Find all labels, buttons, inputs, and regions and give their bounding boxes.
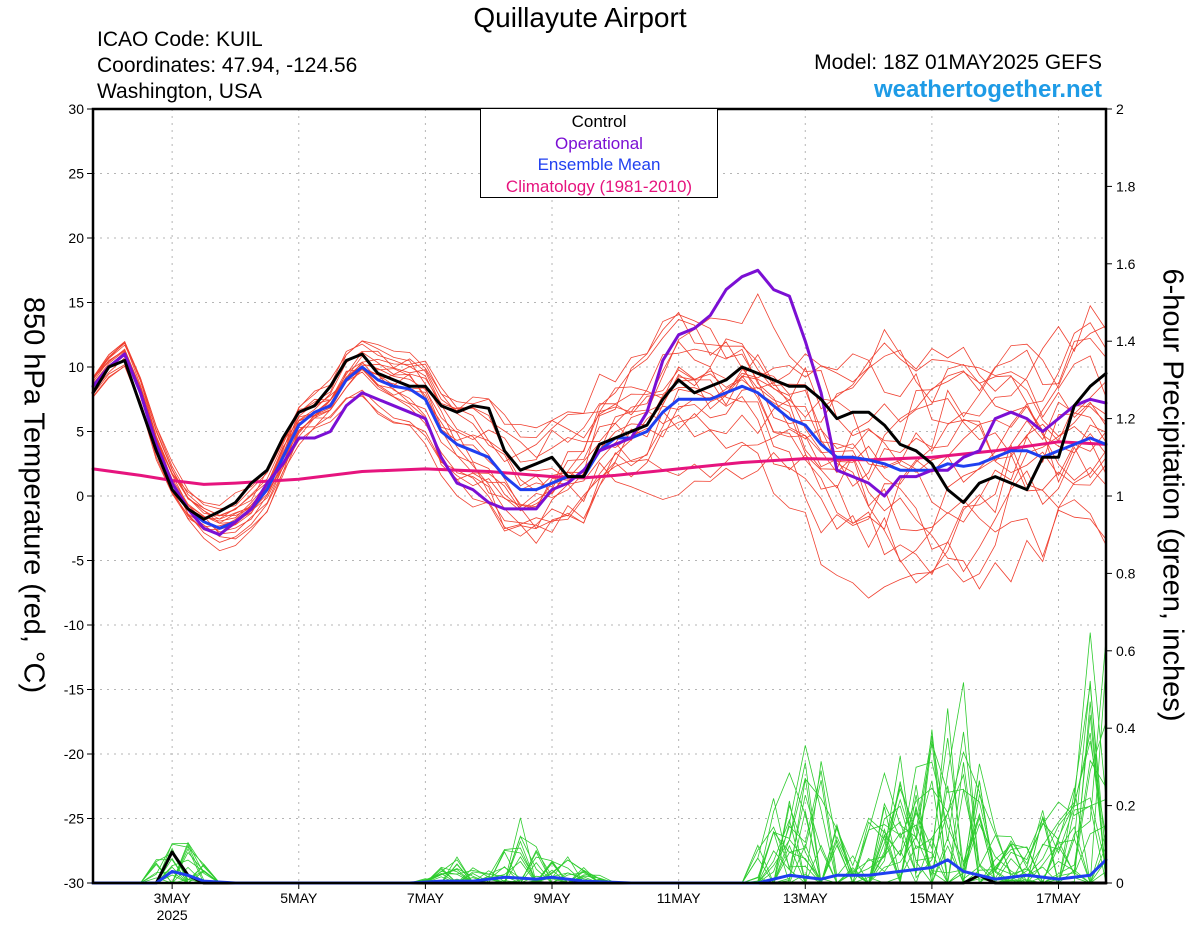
x-tick-label: 17MAY [1036,890,1082,906]
chart-legend: Control Operational Ensemble Mean Climat… [480,108,718,198]
x-tick-label: 9MAY [533,890,571,906]
y-tick-label-right: 2 [1116,101,1124,117]
icao-code-text: ICAO Code: KUIL [97,28,263,51]
temperature-member-line [92,338,1107,532]
y-tick-label-right: 1.2 [1116,411,1136,427]
legend-entry-operational: Operational [555,133,643,153]
y-tick-label-right: 1.8 [1116,178,1136,194]
y-tick-label-left: 10 [68,359,84,375]
y-tick-label-right: 1.4 [1116,333,1136,349]
y-tick-label-left: -20 [64,746,84,762]
model-run-text: Model: 18Z 01MAY2025 GEFS [814,51,1102,74]
region-text: Washington, USA [97,80,262,103]
coordinates-text: Coordinates: 47.94, -124.56 [97,54,358,77]
y-tick-label-right: 0.8 [1116,565,1136,581]
temperature-member-line [92,304,1107,510]
temperature-series-control [91,352,1108,521]
y-tick-label-left: 0 [76,488,84,504]
x-tick-year-label: 2025 [157,907,188,923]
temperature-member-line [92,328,1107,516]
y-tick-label-right: 0.2 [1116,798,1136,814]
y-tick-label-left: -5 [72,553,85,569]
x-tick-label: 11MAY [657,890,701,906]
y-tick-label-left: -25 [64,811,84,827]
x-tick-label: 5MAY [280,890,318,906]
y-tick-label-left: 20 [68,230,84,246]
y-tick-label-left: -15 [64,682,84,698]
y-tick-label-left: -10 [64,617,84,633]
y-tick-label-left: 5 [76,424,84,440]
y-tick-label-right: 0.4 [1116,720,1136,736]
y-tick-label-right: 1.6 [1116,256,1136,272]
chart-title: Quillayute Airport [473,2,687,33]
x-tick-label: 3MAY [154,890,192,906]
y-tick-label-right: 0.6 [1116,643,1136,659]
x-tick-label: 15MAY [909,890,955,906]
x-tick-label: 13MAY [783,890,829,906]
y-tick-label-left: 25 [68,166,84,182]
site-link[interactable]: weathertogether.net [873,76,1102,103]
y-tick-label-right: 1 [1116,488,1124,504]
legend-entry-control: Control [571,112,627,131]
y-tick-label-left: -30 [64,875,84,891]
y-tick-label-right: 0 [1116,875,1124,891]
temperature-member-line [92,365,1107,590]
legend-entry-ensemble-mean: Ensemble Mean [537,155,661,174]
y-tick-label-left: 30 [68,101,84,117]
y-tick-label-left: 15 [68,295,84,311]
legend-entry-climatology: Climatology (1981-2010) [505,176,693,196]
temperature-member-line [92,350,1107,546]
x-tick-label: 7MAY [407,890,445,906]
